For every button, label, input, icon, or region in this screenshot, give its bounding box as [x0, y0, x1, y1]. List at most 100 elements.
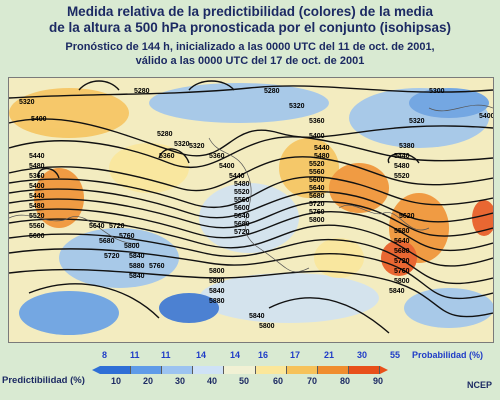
contour-label: 5680 — [234, 221, 250, 228]
predictability-colorbar — [100, 366, 380, 374]
colorbar-swatch — [224, 366, 256, 374]
contour-label: 5640 — [89, 223, 105, 230]
colorbar-tick: 80 — [339, 376, 351, 386]
contour-label: 5520 — [234, 189, 250, 196]
contour-label: 5680 — [99, 238, 115, 245]
contour-label: 5440 — [29, 153, 45, 160]
title-line-1: Medida relativa de la predictibilidad (c… — [66, 4, 434, 19]
contour-labels: 5280532054005320536052805320536054005440… — [19, 88, 493, 330]
colorbar-tick: 40 — [206, 376, 218, 386]
probability-label: Probabilidad (%) — [412, 350, 484, 360]
colorbar-swatch — [131, 366, 163, 374]
colorbar-tick: 30 — [174, 376, 186, 386]
contour-label: 5440 — [314, 145, 330, 152]
contour-label: 5800 — [209, 268, 225, 275]
contour-label: 5720 — [309, 201, 325, 208]
contour-label: 5400 — [29, 183, 45, 190]
contour-label: 5360 — [209, 153, 225, 160]
colorbar-tick: 70 — [306, 376, 318, 386]
colorbar-swatch — [100, 366, 132, 374]
contour-label: 5480 — [29, 203, 45, 210]
contour-label: 5800 — [309, 217, 325, 224]
contour-label: 5640 — [394, 238, 410, 245]
contour-label: 5840 — [129, 273, 145, 280]
contour-label: 5480 — [394, 163, 410, 170]
contour-label: 5680 — [309, 193, 325, 200]
contour-label: 5280 — [134, 88, 150, 95]
title-line-2: de la altura a 500 hPa pronosticada por … — [48, 20, 452, 35]
contour-label: 5800 — [124, 243, 140, 250]
predictability-label: Predictibilidad (%) — [2, 375, 85, 386]
chart-title: Medida relativa de la predictibilidad (c… — [0, 4, 500, 36]
contour-label: 5320 — [289, 103, 305, 110]
probability-value: 14 — [230, 350, 241, 360]
probability-value: 8 — [102, 350, 108, 360]
contour-label: 5520 — [29, 213, 45, 220]
contour-label: 5360 — [159, 153, 175, 160]
contour-label: 5480 — [29, 163, 45, 170]
contour-label: 5300 — [429, 88, 445, 95]
contour-label: 5320 — [174, 141, 190, 148]
contour-label: 5320 — [409, 118, 425, 125]
contour-label: 5600 — [309, 177, 325, 184]
contour-label: 5720 — [394, 258, 410, 265]
contour-label: 5520 — [309, 161, 325, 168]
probability-row: 8 11 11 14 14 16 17 21 30 55 Probabilida… — [0, 350, 500, 364]
contour-label: 5440 — [229, 173, 245, 180]
contour-label: 5440 — [29, 193, 45, 200]
chart-subtitle: Pronóstico de 144 h, inicializado a las … — [0, 40, 500, 68]
colorbar-tick: 20 — [142, 376, 154, 386]
colorbar-swatch — [348, 366, 380, 374]
contour-label: 5520 — [394, 173, 410, 180]
colorbar-swatch — [193, 366, 225, 374]
credit-label: NCEP — [466, 380, 492, 390]
probability-value: 16 — [258, 350, 269, 360]
contour-label: 5640 — [309, 185, 325, 192]
contour-label: 5580 — [394, 228, 410, 235]
probability-value: 30 — [357, 350, 368, 360]
contour-label: 5400 — [309, 133, 325, 140]
coastlines — [9, 104, 493, 273]
contour-label: 5800 — [394, 278, 410, 285]
contour-label: 5720 — [109, 223, 125, 230]
subtitle-line-2: válido a las 0000 UTC del 17 de oct. de … — [135, 55, 365, 67]
probability-value: 55 — [390, 350, 401, 360]
probability-value: 11 — [130, 350, 140, 360]
contour-label: 5620 — [399, 213, 415, 220]
colorbar-swatch — [286, 366, 318, 374]
contour-label: 5380 — [399, 143, 415, 150]
contour-label: 5400 — [219, 163, 235, 170]
colorbar-swatch — [255, 366, 287, 374]
contour-label: 5720 — [234, 229, 250, 236]
contour-label: 5480 — [234, 181, 250, 188]
map-canvas: 5280532054005320536052805320536054005440… — [9, 78, 493, 342]
contour-label: 5600 — [29, 233, 45, 240]
contour-label: 5800 — [259, 323, 275, 330]
contour-label: 5560 — [309, 169, 325, 176]
contour-label: 5840 — [389, 288, 405, 295]
contour-label: 5840 — [209, 288, 225, 295]
contour-label: 5800 — [209, 278, 225, 285]
contour-label: 5880 — [129, 263, 145, 270]
contour-label: 5320 — [189, 143, 205, 150]
probability-value: 21 — [324, 350, 335, 360]
subtitle-line-1: Pronóstico de 144 h, inicializado a las … — [65, 41, 435, 53]
probability-value: 17 — [290, 350, 301, 360]
contour-label: 5760 — [394, 268, 410, 275]
contour-label: 5480 — [314, 153, 330, 160]
contour-label: 5840 — [249, 313, 265, 320]
contour-label: 5880 — [209, 298, 225, 305]
probability-value: 14 — [196, 350, 207, 360]
colorbar-high-arrow — [380, 366, 388, 374]
contour-label: 5640 — [234, 213, 250, 220]
contour-label: 5440 — [394, 153, 410, 160]
colorbar-swatch — [317, 366, 349, 374]
contour-label: 5560 — [29, 223, 45, 230]
contour-label: 5400 — [31, 116, 47, 123]
colorbar-tick: 60 — [272, 376, 284, 386]
contour-label: 5840 — [129, 253, 145, 260]
contour-label: 5680 — [394, 248, 410, 255]
contour-label: 5760 — [119, 233, 135, 240]
contour-label: 5320 — [19, 99, 35, 106]
colorbar-swatch — [162, 366, 194, 374]
